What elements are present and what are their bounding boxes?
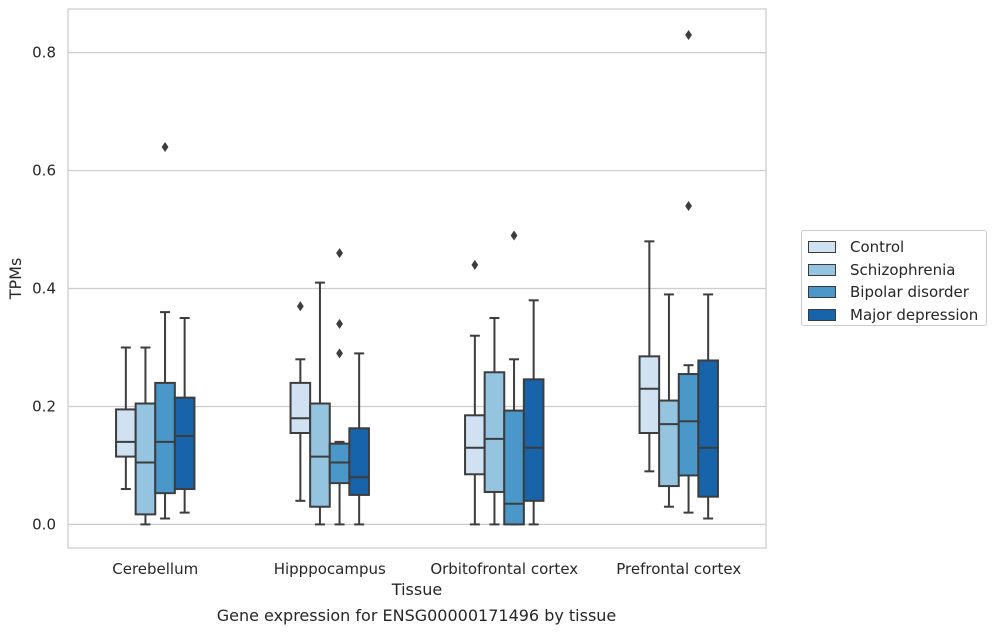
legend-swatch — [808, 308, 836, 321]
box-major-depression — [522, 299, 545, 526]
box-control — [464, 259, 486, 526]
box-control — [289, 301, 312, 502]
box-major-depression — [173, 317, 196, 514]
box-iqr — [464, 414, 486, 476]
box-iqr — [522, 378, 545, 502]
legend-swatch — [808, 241, 836, 254]
x-axis-label: Tissue — [391, 580, 442, 599]
box-bipolar-disorder — [328, 248, 351, 526]
legend-swatch — [808, 286, 836, 299]
y-tick-label: 0.6 — [32, 162, 56, 180]
y-tick-label: 0.0 — [32, 515, 56, 533]
box-iqr — [677, 373, 700, 477]
outlier-point — [685, 29, 692, 40]
box-iqr — [638, 355, 661, 435]
x-tick-label: Prefrontal cortex — [616, 560, 741, 578]
plot-area — [67, 8, 767, 549]
box-iqr — [154, 381, 176, 495]
legend-item: Major depression — [808, 304, 986, 327]
box-iqr — [658, 399, 680, 488]
box-plots — [115, 29, 719, 526]
outlier-point — [510, 230, 518, 241]
legend-label: Bipolar disorder — [850, 283, 969, 302]
box-schizophrenia — [483, 317, 506, 526]
box-control — [638, 240, 661, 473]
x-axis-ticks: Cerebellum Hipppocampus Orbitofrontal cort… — [112, 560, 741, 578]
box-control — [115, 346, 137, 491]
box-iqr — [503, 409, 525, 526]
box-iqr — [483, 371, 506, 493]
y-tick-label: 0.8 — [32, 44, 56, 62]
x-tick-label: Hipppocampus — [274, 560, 386, 578]
legend-item: Control — [808, 236, 986, 259]
y-tick-label: 0.4 — [32, 280, 56, 298]
x-tick-label: Cerebellum — [112, 560, 198, 578]
legend-item: Bipolar disorder — [808, 281, 986, 304]
outlier-point — [336, 348, 343, 359]
box-major-depression — [348, 352, 370, 526]
box-iqr — [115, 408, 137, 458]
legend-label: Major depression — [850, 305, 979, 324]
box-iqr — [348, 427, 370, 496]
box-iqr — [697, 359, 719, 498]
box-iqr — [289, 381, 312, 435]
box-bipolar-disorder — [677, 29, 700, 514]
legend-swatch — [808, 263, 836, 276]
outlier-point — [471, 259, 479, 270]
outlier-point — [161, 141, 169, 152]
x-tick-label: Orbitofrontal cortex — [430, 560, 578, 578]
box-schizophrenia — [658, 293, 680, 508]
box-iqr — [173, 396, 196, 491]
box-major-depression — [697, 293, 719, 520]
box-bipolar-disorder — [154, 141, 176, 520]
outlier-point — [296, 301, 304, 312]
legend-label: Control — [850, 238, 905, 257]
figure-caption: Gene expression for ENSG00000171496 by t… — [216, 606, 617, 625]
box-schizophrenia — [134, 346, 157, 526]
box-iqr — [309, 402, 331, 508]
outlier-point — [336, 318, 343, 329]
outlier-point — [336, 248, 343, 259]
outlier-point — [685, 200, 692, 211]
box-iqr — [134, 402, 157, 516]
legend-label: Schizophrenia — [850, 260, 956, 279]
y-axis-ticks: 0.0 0.2 0.4 0.6 0.8 — [32, 44, 56, 534]
y-axis-label: TPMs — [6, 258, 25, 301]
legend-item: Schizophrenia — [808, 259, 986, 282]
box-bipolar-disorder — [503, 230, 525, 526]
box-schizophrenia — [309, 281, 331, 526]
y-tick-label: 0.2 — [32, 397, 56, 415]
legend: Control Schizophrenia Bipolar disorder Majo… — [801, 230, 987, 326]
